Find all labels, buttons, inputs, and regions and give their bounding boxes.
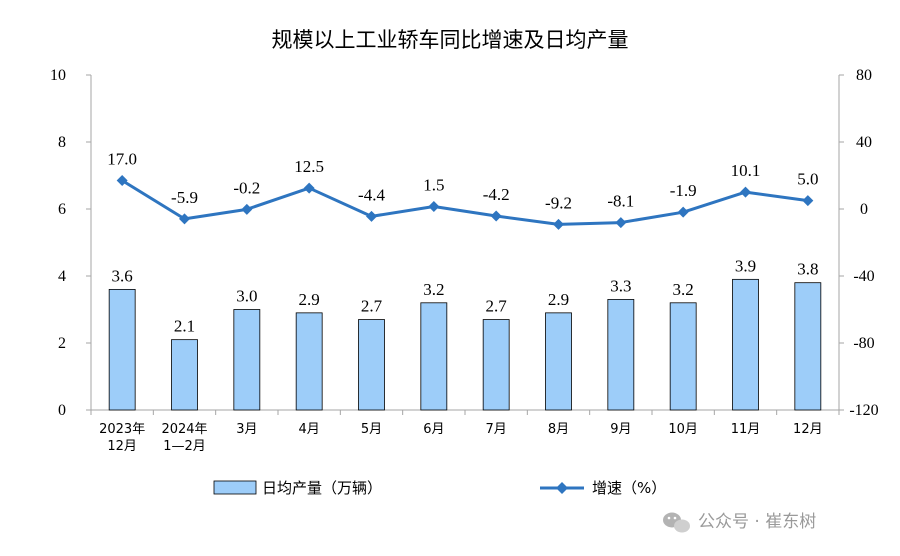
bar-data-label: 2.9 <box>299 290 320 309</box>
legend-line-marker <box>556 482 568 494</box>
growth-line <box>121 179 809 226</box>
bar-data-label: 3.6 <box>112 266 133 285</box>
bar-data-label: 2.7 <box>361 297 383 316</box>
y-right-tick-label: 80 <box>856 67 872 84</box>
y-right-tick-label: 40 <box>856 134 872 151</box>
x-tick-label: 9月 <box>610 422 631 437</box>
bar <box>171 339 198 411</box>
line-data-label: -0.2 <box>233 178 260 197</box>
wechat-icon <box>663 512 690 533</box>
bar <box>295 312 323 411</box>
y-axis-left: 0 2 4 6 8 10 <box>50 67 91 419</box>
line-data-label: 5.0 <box>797 170 818 189</box>
line-data-label: 17.0 <box>107 150 137 169</box>
line-data-label: -8.1 <box>607 192 634 211</box>
line-point <box>179 213 190 225</box>
x-tick-label: 12月 <box>793 422 823 437</box>
bar-data-label: 3.9 <box>735 256 756 275</box>
bar-data-label: 3.8 <box>797 260 818 279</box>
y-left-tick-label: 0 <box>58 402 66 419</box>
line-data-label: -4.2 <box>483 185 510 204</box>
line-point <box>366 210 377 222</box>
line-data-labels: 17.0 -5.9 -0.2 12.5 -4.4 1.5 -4.2 -9.2 -8.1 -1.9 1… <box>107 150 818 213</box>
line-data-label: -4.4 <box>358 185 385 204</box>
y-left-tick-label: 4 <box>58 268 66 285</box>
line-data-label: 10.1 <box>731 161 761 180</box>
x-tick-label: 5月 <box>361 422 382 437</box>
line-point <box>802 195 814 207</box>
bar <box>669 302 697 411</box>
bar-data-label: 3.3 <box>610 276 631 295</box>
x-tick-label: 8月 <box>548 422 569 437</box>
x-tick-label: 7月 <box>486 422 507 437</box>
bar <box>545 312 572 411</box>
bar-data-label: 3.0 <box>236 287 257 306</box>
bar-data-label: 2.1 <box>174 317 195 336</box>
bar <box>233 309 261 411</box>
line-data-label: 12.5 <box>294 157 324 176</box>
line-point <box>303 182 315 194</box>
line-data-label: -9.2 <box>545 193 572 212</box>
line-point <box>428 200 440 212</box>
bar <box>794 282 822 411</box>
y-left-tick-label: 6 <box>58 201 66 218</box>
x-tick-label: 2024年 1—2月 <box>161 422 207 454</box>
bar <box>482 319 510 411</box>
watermark: 公众号 · 崔东树 <box>663 512 816 533</box>
y-right-tick-label: -40 <box>853 268 874 285</box>
legend: 日均产量（万辆） 增速（%） <box>213 479 666 497</box>
bar-data-label: 2.7 <box>486 297 508 316</box>
x-axis: 2023年 12月 2024年 1—2月 3月 4月 5月 6月 7月 8月 9月 10月 11月 12月 <box>90 410 840 454</box>
x-tick-label: 3月 <box>236 422 257 437</box>
bar <box>108 288 136 411</box>
legend-bar-label: 日均产量（万辆） <box>262 479 382 497</box>
bar-data-labels: 3.6 2.1 3.0 2.9 2.7 3.2 2.7 2.9 3.3 3.2 3.9 3.8 <box>112 256 819 335</box>
bar <box>358 319 385 411</box>
bar <box>732 278 759 411</box>
y-right-tick-label: 0 <box>860 201 868 218</box>
line-data-label: -1.9 <box>670 181 697 200</box>
line-point <box>490 210 502 222</box>
x-tick-label: 4月 <box>299 422 320 437</box>
y-right-tick-label: -120 <box>849 402 878 419</box>
chart-title: 规模以上工业轿车同比增速及日均产量 <box>272 28 629 52</box>
line-data-label: 1.5 <box>423 175 444 194</box>
line-point <box>553 218 564 230</box>
bar-data-label: 3.2 <box>673 280 694 299</box>
y-axis-right: -120 -80 -40 0 40 80 <box>839 67 879 419</box>
y-left-tick-label: 8 <box>58 134 66 151</box>
line-point <box>615 217 627 229</box>
x-tick-label: 10月 <box>668 422 698 437</box>
x-tick-label: 2023年 12月 <box>99 422 145 454</box>
line-point <box>677 206 689 218</box>
line-point <box>740 186 751 198</box>
bar-series-daily-output <box>108 278 822 411</box>
line-data-label: -5.9 <box>171 188 198 207</box>
line-series-growth <box>116 175 814 230</box>
bar <box>607 299 635 411</box>
y-left-tick-label: 2 <box>58 335 66 352</box>
x-tick-label: 11月 <box>731 422 761 437</box>
line-point <box>116 175 128 187</box>
watermark-text: 公众号 · 崔东树 <box>698 512 816 532</box>
legend-bar-swatch <box>213 480 257 495</box>
x-tick-label: 6月 <box>423 422 444 437</box>
bar-data-label: 2.9 <box>548 290 569 309</box>
legend-line-label: 增速（%） <box>592 479 666 497</box>
y-left-tick-label: 10 <box>50 67 66 84</box>
line-point <box>241 203 253 215</box>
bar <box>420 302 448 411</box>
bar-data-label: 3.2 <box>423 280 444 299</box>
y-right-tick-label: -80 <box>853 335 874 352</box>
